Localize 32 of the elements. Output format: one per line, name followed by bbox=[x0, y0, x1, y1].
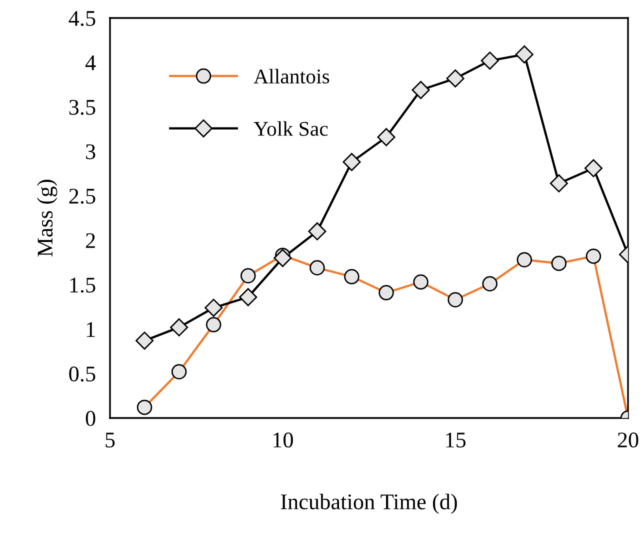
point bbox=[412, 80, 430, 100]
point bbox=[550, 174, 568, 192]
y-tick-label: 1 bbox=[86, 322, 95, 337]
y-tick-label: 1.5 bbox=[70, 278, 96, 293]
x-tick-label: 15 bbox=[446, 432, 466, 448]
y-axis-title: Mass (g) bbox=[37, 180, 58, 257]
y-tick-label: 0 bbox=[86, 410, 96, 426]
point bbox=[342, 152, 361, 172]
legend-label: Allantois bbox=[254, 68, 330, 84]
point bbox=[135, 332, 154, 350]
x-tick-label: 20 bbox=[618, 432, 638, 448]
y-tick-label: 4.5 bbox=[68, 11, 96, 26]
point bbox=[308, 222, 326, 240]
x-tick-label: 5 bbox=[106, 432, 115, 448]
point bbox=[515, 45, 534, 64]
y-tick-label: 4 bbox=[85, 56, 96, 70]
x-axis-title: Incubation Time (d) bbox=[280, 494, 457, 514]
point bbox=[446, 69, 464, 88]
point bbox=[204, 298, 223, 317]
y-tick-label: 2.5 bbox=[69, 188, 96, 204]
y-tick-label: 3.5 bbox=[69, 100, 96, 115]
point bbox=[274, 248, 292, 268]
y-tick-label: 3 bbox=[86, 144, 96, 160]
point bbox=[584, 159, 603, 178]
point bbox=[377, 128, 396, 146]
x-tick-label: 10 bbox=[274, 432, 293, 448]
y-tick-label: 0.5 bbox=[69, 366, 96, 382]
legend-label: Yolk Sac bbox=[254, 121, 328, 136]
point bbox=[170, 318, 188, 336]
point bbox=[239, 288, 258, 306]
y-tick-label: 2 bbox=[86, 233, 95, 248]
point bbox=[480, 52, 499, 70]
